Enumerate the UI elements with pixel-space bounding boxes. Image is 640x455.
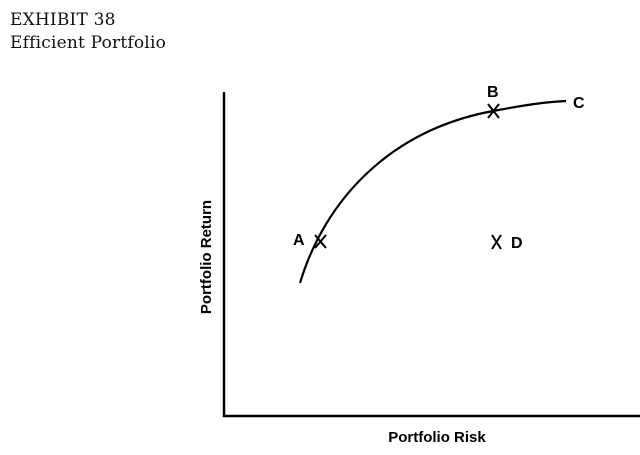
- point-b-marker: [487, 103, 500, 119]
- point-d-marker: [491, 234, 502, 250]
- exhibit-number: EXHIBIT 38: [10, 10, 116, 30]
- point-d-label: D: [511, 235, 523, 252]
- point-b-label: B: [487, 84, 499, 101]
- point-a-marker: [314, 234, 327, 249]
- efficient-frontier-curve: [298, 99, 567, 284]
- point-a-label: A: [293, 232, 305, 249]
- curve-end-label-c: C: [573, 95, 585, 112]
- exhibit-title: Efficient Portfolio: [10, 33, 167, 53]
- x-axis-label: Portfolio Risk: [388, 429, 486, 446]
- y-axis-label: Portfolio Return: [198, 200, 215, 314]
